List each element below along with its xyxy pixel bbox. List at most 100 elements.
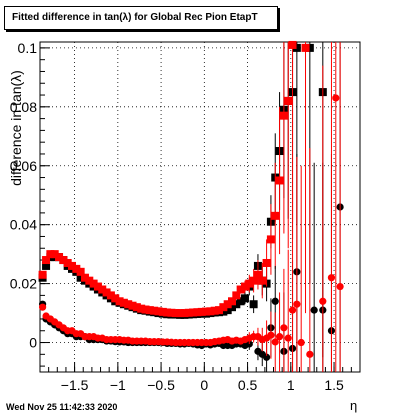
data-square xyxy=(145,306,154,315)
data-circle xyxy=(288,306,297,314)
data-square xyxy=(275,176,284,185)
data-square xyxy=(119,298,128,307)
data-square xyxy=(38,270,47,279)
data-square xyxy=(279,111,288,120)
data-square xyxy=(271,211,280,220)
data-square xyxy=(189,308,198,317)
data-circle xyxy=(310,306,318,314)
data-square xyxy=(236,285,245,294)
axis-ticks xyxy=(40,47,352,372)
tick-labels: −1.5 −1 −0.5 0 0.5 1 1.5 0 0.02 0.04 0.06 0.08 0.1 xyxy=(10,40,344,393)
data-square xyxy=(292,43,301,52)
data-square xyxy=(219,307,228,316)
data-square xyxy=(240,294,249,303)
data-square xyxy=(167,308,176,317)
chart-title: Fitted difference in tan(λ) for Global R… xyxy=(4,6,278,30)
data-square xyxy=(98,285,107,294)
data-square xyxy=(228,297,236,306)
y-axis-label: difference in tan(λ) xyxy=(8,70,24,186)
data-square xyxy=(249,300,258,309)
x-tick-label: 1.5 xyxy=(324,377,344,393)
data-circle xyxy=(297,338,305,347)
data-square xyxy=(288,40,297,49)
data-square xyxy=(124,300,133,309)
plot-frame xyxy=(39,41,361,373)
x-tick-label: −1.5 xyxy=(61,377,89,393)
x-tick-label: −1 xyxy=(110,377,126,393)
data-circle xyxy=(280,324,288,332)
data-square xyxy=(171,309,180,318)
data-square xyxy=(106,291,115,300)
data-square xyxy=(158,307,167,316)
data-square xyxy=(262,258,271,267)
x-tick-label: 1 xyxy=(287,377,295,393)
data-square xyxy=(301,43,310,52)
data-circle xyxy=(336,282,344,291)
data-circle xyxy=(306,350,314,358)
data-square xyxy=(266,235,275,244)
data-square xyxy=(63,258,72,267)
data-square xyxy=(72,264,81,273)
timestamp-label: Wed Nov 25 11:42:33 2020 xyxy=(6,402,118,412)
data-circle xyxy=(267,331,275,339)
y-tick-label: 0.02 xyxy=(10,276,37,292)
data-square xyxy=(42,261,51,270)
data-square xyxy=(89,279,98,288)
data-square xyxy=(219,303,228,312)
data-square xyxy=(210,306,219,315)
data-square xyxy=(206,307,215,316)
data-circle xyxy=(271,338,279,346)
data-square xyxy=(228,303,236,312)
data-square xyxy=(132,303,141,312)
data-square xyxy=(215,306,224,315)
data-square xyxy=(137,304,146,313)
data-circle xyxy=(262,353,271,361)
data-square xyxy=(305,43,314,52)
data-circle xyxy=(293,300,301,308)
data-square xyxy=(223,306,232,315)
data-square xyxy=(193,308,202,317)
data-square xyxy=(240,282,249,291)
x-axis-label: η xyxy=(350,398,358,413)
y-tick-label: 0.04 xyxy=(10,217,37,233)
data-square xyxy=(50,250,59,259)
data-square xyxy=(76,267,85,276)
data-square xyxy=(249,276,258,285)
data-circle xyxy=(284,334,292,342)
data-square xyxy=(245,279,254,288)
data-square xyxy=(93,282,102,291)
data-square xyxy=(284,96,293,105)
data-square xyxy=(176,309,185,318)
data-circle xyxy=(271,297,279,305)
data-circle xyxy=(319,297,327,305)
y-tick-label: 0.1 xyxy=(18,40,38,56)
data-square xyxy=(76,273,85,282)
data-square xyxy=(68,261,76,270)
data-circle xyxy=(275,333,284,341)
data-square xyxy=(85,276,94,285)
data-circle xyxy=(332,94,340,102)
data-square xyxy=(202,307,211,316)
data-markers xyxy=(38,40,344,372)
data-square xyxy=(115,297,124,306)
data-square xyxy=(232,300,241,309)
data-square xyxy=(141,305,150,314)
data-square xyxy=(184,308,193,317)
data-circle xyxy=(38,303,47,311)
data-square xyxy=(128,301,137,310)
x-tick-label: 0 xyxy=(200,377,208,393)
data-square xyxy=(197,307,206,316)
data-circle xyxy=(327,274,336,282)
y-tick-label: 0.06 xyxy=(10,158,37,174)
y-tick-label: 0 xyxy=(29,335,37,351)
data-square xyxy=(232,291,241,300)
data-square xyxy=(253,270,262,279)
data-square xyxy=(163,308,172,317)
data-square xyxy=(236,297,245,306)
data-square xyxy=(80,273,89,282)
data-square xyxy=(111,294,120,303)
data-square xyxy=(42,256,51,265)
x-tick-label: −0.5 xyxy=(147,377,175,393)
data-square xyxy=(59,256,68,265)
